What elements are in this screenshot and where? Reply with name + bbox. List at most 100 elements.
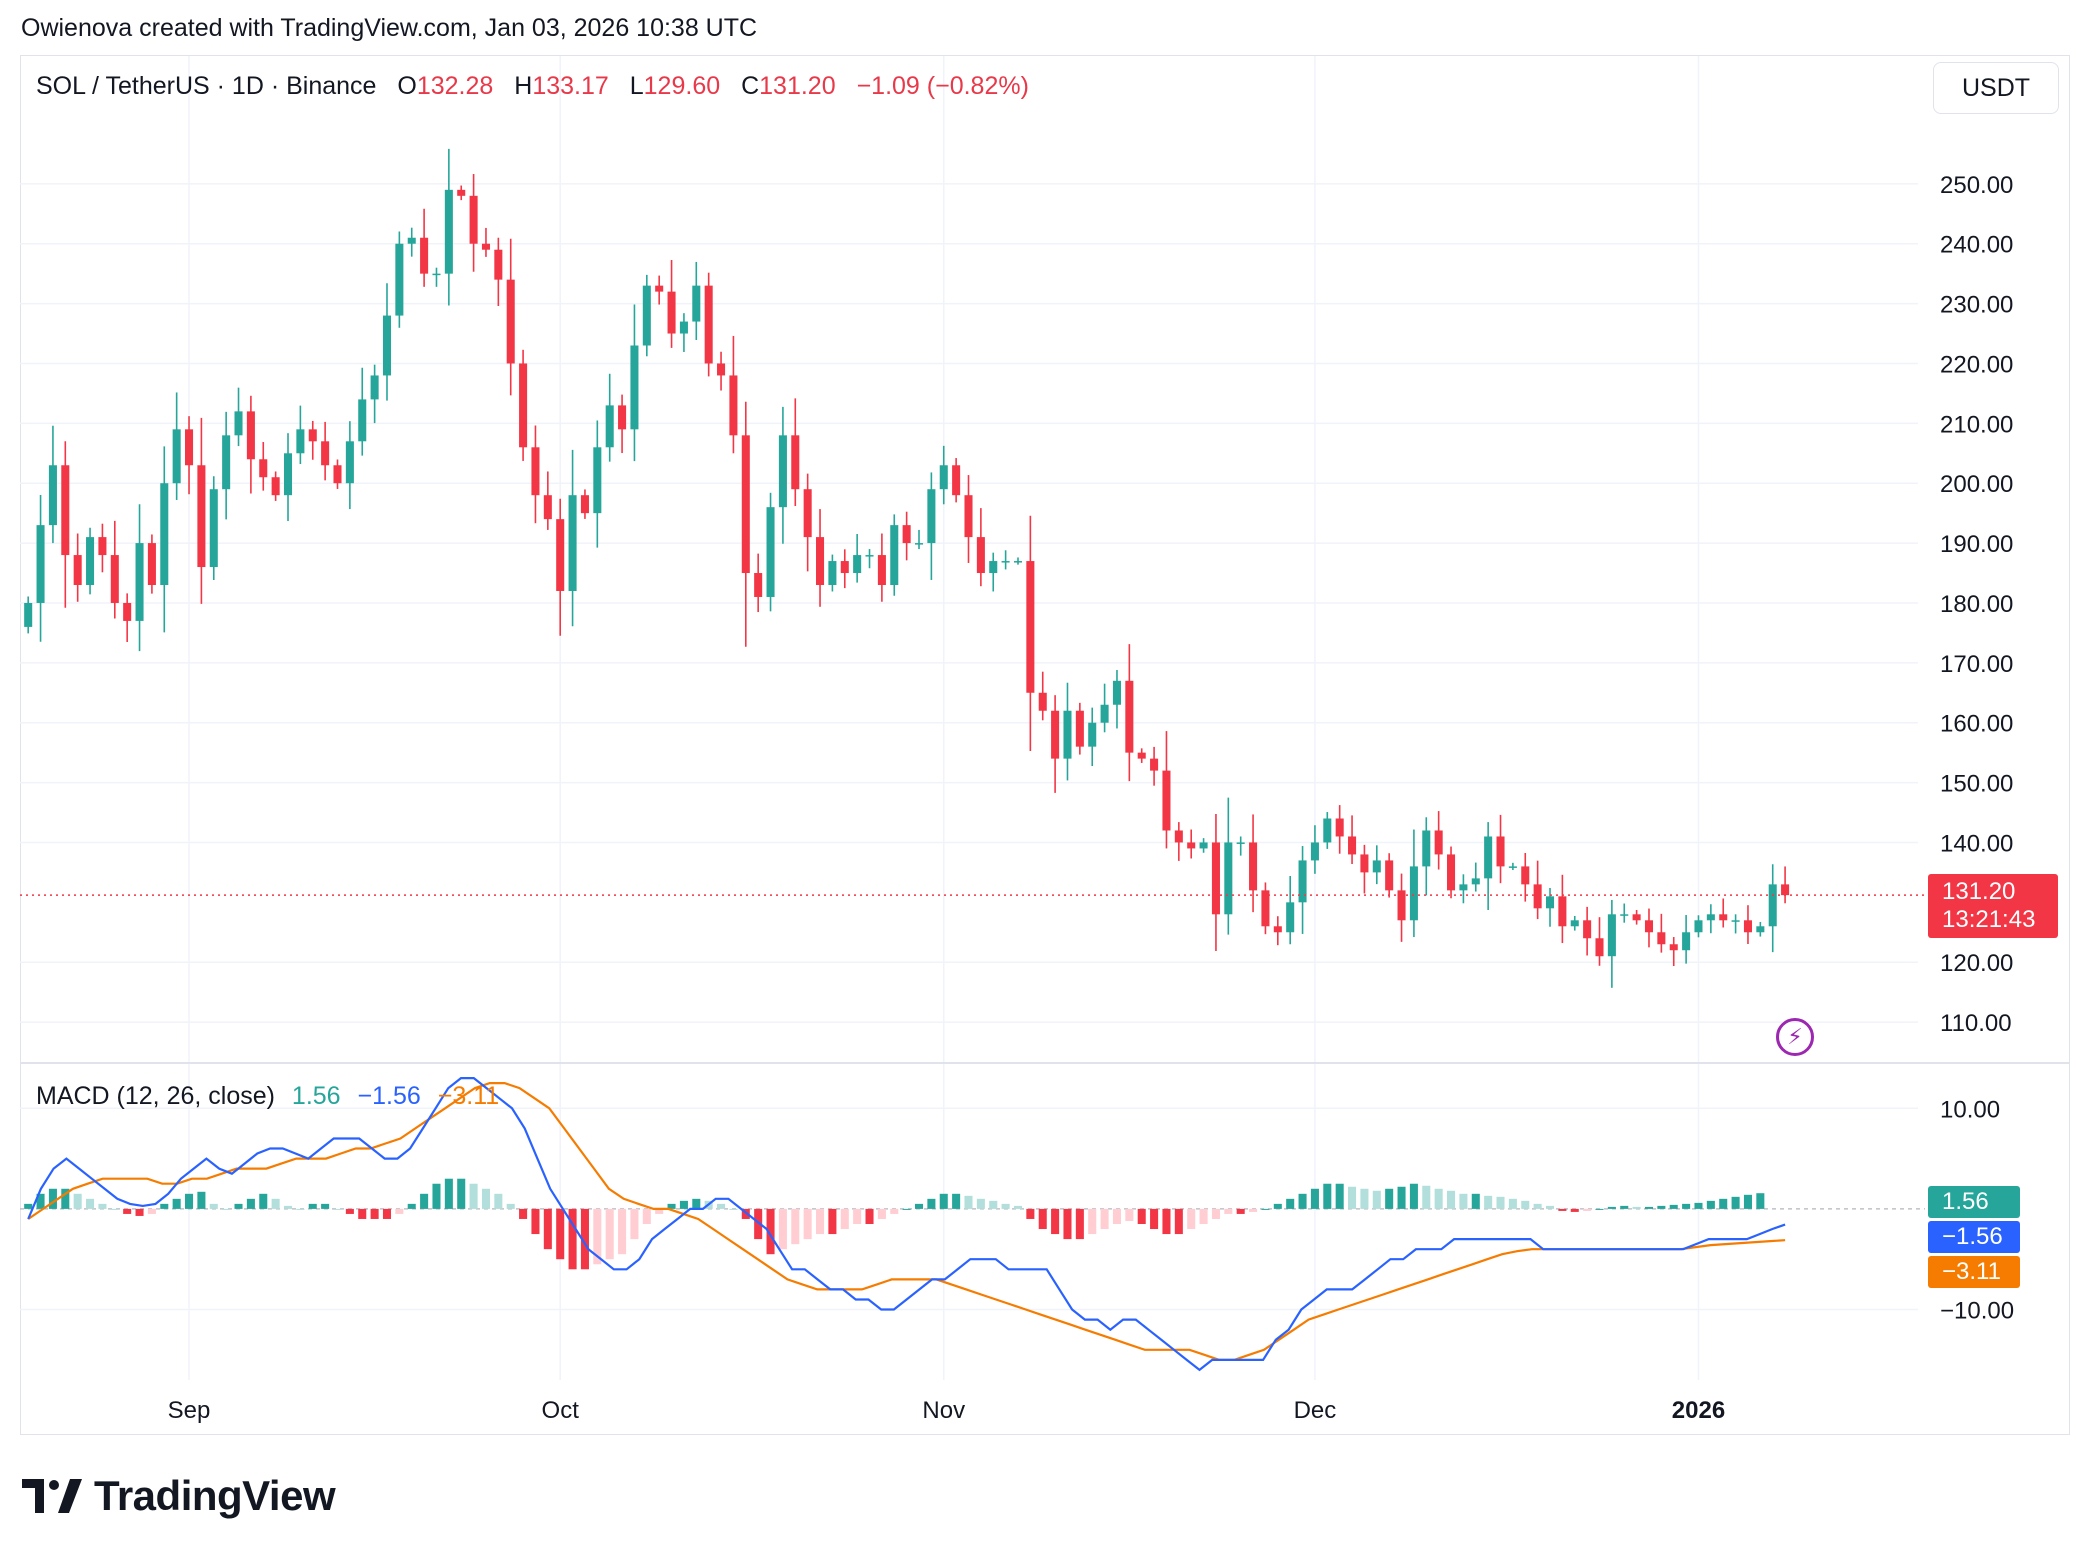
candle-body (890, 525, 899, 585)
macd-tick-label: −10.00 (1940, 1298, 2014, 1325)
candle-body (1150, 758, 1159, 771)
histogram-bar (593, 1208, 602, 1265)
candle-body (1521, 866, 1530, 885)
macd-axis[interactable]: 10.00 −10.00 (1940, 1096, 2014, 1324)
candle-body (1706, 914, 1715, 921)
histogram-bar (1397, 1186, 1406, 1209)
candle-body (1644, 920, 1654, 933)
macd-line (27, 1077, 1786, 1372)
candle-body (1137, 752, 1146, 759)
candle-body (98, 537, 107, 556)
signal-line (27, 1082, 1786, 1361)
histogram-bar (1743, 1194, 1752, 1209)
candle-body (531, 447, 540, 496)
candle-body (1348, 836, 1357, 855)
price-axis[interactable]: 250.00 240.00 230.00 220.00 210.00 200.00 190.… (1940, 172, 2013, 1037)
histogram-bar (506, 1203, 515, 1209)
histogram-bar (1682, 1203, 1691, 1209)
open-label: O (397, 72, 417, 100)
histogram-bar (147, 1208, 156, 1214)
histogram-bar (1496, 1196, 1505, 1209)
histogram-bar (48, 1188, 57, 1209)
histogram-bar (185, 1193, 194, 1209)
histogram-bar (964, 1195, 973, 1209)
histogram-bar (1211, 1208, 1220, 1219)
candle-body (1261, 890, 1270, 927)
histogram-bar (1669, 1204, 1678, 1209)
candle-body (877, 555, 886, 585)
price-tick-label: 250.00 (1940, 172, 2013, 199)
histogram-bar (1187, 1208, 1196, 1230)
grid (20, 56, 1918, 1380)
tradingview-logo[interactable]: TradingView (22, 1472, 336, 1520)
candle-body (1607, 914, 1616, 957)
histogram-bar (494, 1193, 503, 1209)
histogram-bar (1236, 1208, 1245, 1214)
candle-body (828, 561, 837, 585)
bar-countdown: 13:21:43 (1942, 906, 2036, 933)
price-tick-label: 200.00 (1940, 471, 2013, 498)
candle-body (1162, 770, 1171, 831)
histogram-bar (1644, 1206, 1654, 1209)
candle-body (123, 602, 132, 621)
histogram-bar (605, 1208, 614, 1260)
candle-body (259, 459, 268, 478)
candle-body (1397, 890, 1406, 921)
histogram-bar (778, 1208, 787, 1250)
candle-body (679, 321, 688, 334)
candle-body (1583, 920, 1592, 939)
histogram-bar (1706, 1200, 1715, 1209)
histogram-bar (24, 1203, 33, 1209)
histogram-bar (160, 1203, 169, 1209)
close-label: C (741, 72, 760, 100)
candle-body (283, 453, 293, 496)
histogram-bar (296, 1208, 305, 1210)
candle-body (1781, 884, 1790, 896)
histogram-bar (1731, 1196, 1740, 1209)
low-value: 129.60 (643, 72, 721, 100)
histogram-bar (234, 1203, 243, 1209)
histogram-bar (333, 1208, 342, 1210)
histogram-bar (840, 1208, 849, 1230)
candle-body (1112, 680, 1121, 705)
candle-body (1001, 561, 1010, 563)
time-axis[interactable]: Sep Oct Nov Dec 2026 (168, 1397, 1725, 1424)
time-tick-label: Nov (922, 1397, 965, 1424)
histogram-bar (717, 1203, 726, 1209)
histogram-bar (642, 1208, 651, 1224)
histogram-bar (1434, 1188, 1443, 1209)
symbol-name[interactable]: SOL / TetherUS · 1D · Binance (36, 72, 377, 100)
histogram-bar (61, 1188, 70, 1209)
histogram-bar (36, 1193, 45, 1209)
macd-legend[interactable]: MACD (12, 26, close) 1.56 −1.56 −3.11 (36, 1082, 499, 1111)
histogram-bar (1583, 1208, 1592, 1211)
lightning-bolt-icon[interactable]: ⚡ (1776, 1018, 1814, 1056)
candle-body (976, 537, 985, 574)
candle-body (1545, 896, 1555, 909)
candle-body (1533, 884, 1542, 909)
chart-frame[interactable] (20, 55, 2070, 1435)
candle-body (803, 489, 812, 538)
histogram-bar (902, 1208, 911, 1210)
macd-tick-label: 10.00 (1940, 1096, 2000, 1123)
candle-body (24, 602, 33, 627)
histogram-bar (1620, 1205, 1629, 1209)
currency-button[interactable]: USDT (1933, 62, 2059, 114)
histogram-bar (580, 1208, 589, 1270)
candle-body (86, 537, 95, 585)
histogram-bar (531, 1208, 540, 1235)
candle-body (618, 405, 627, 430)
histogram-bar (989, 1200, 998, 1209)
candle-body (271, 477, 280, 496)
candles[interactable] (24, 148, 1790, 988)
histogram-bar (98, 1203, 107, 1209)
price-tick-label: 230.00 (1940, 292, 2013, 319)
histogram-bar (444, 1178, 453, 1209)
macd-signal-value: −3.11 (437, 1082, 500, 1110)
histogram-bar (197, 1191, 206, 1209)
histogram-bar (1694, 1202, 1703, 1209)
candle-body (160, 483, 169, 585)
open-value: 132.28 (416, 72, 494, 100)
histogram-bar (283, 1205, 293, 1209)
